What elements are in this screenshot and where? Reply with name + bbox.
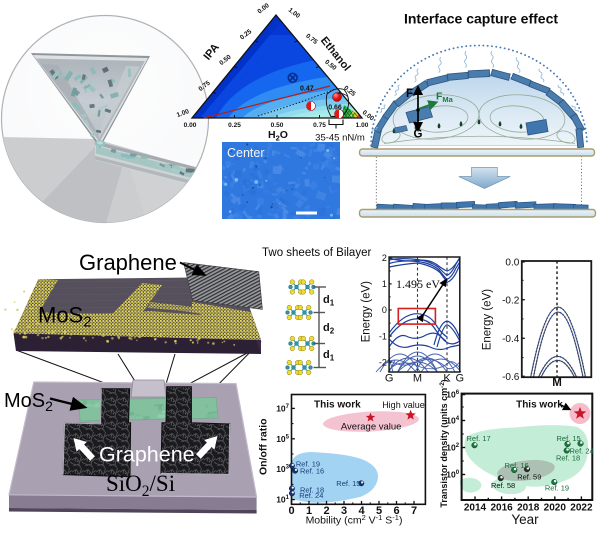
svg-text:Graphene: Graphene [79,250,177,275]
svg-text:Ref. 16: Ref. 16 [300,467,324,476]
svg-text:2022: 2022 [570,503,593,514]
svg-text:6: 6 [393,505,399,517]
svg-text:-0.4: -0.4 [502,334,520,345]
svg-text:2: 2 [323,505,329,517]
svg-text:1: 1 [306,505,312,517]
svg-text:2: 2 [382,253,387,263]
svg-text:0: 0 [288,505,294,517]
svg-text:G: G [414,129,423,141]
svg-text:1: 1 [382,279,387,289]
svg-text:0.25: 0.25 [228,122,241,129]
svg-text:Ref. 17: Ref. 17 [467,434,491,443]
svg-text:H2O: H2O [268,129,288,143]
svg-text:MoS2: MoS2 [4,390,53,414]
svg-text:1.00: 1.00 [176,108,191,119]
svg-text:Ref. 19: Ref. 19 [545,484,569,493]
svg-text:Ref. 24: Ref. 24 [299,491,323,500]
svg-text:Ref. 19: Ref. 19 [296,459,320,468]
svg-text:SiO2/Si: SiO2/Si [106,471,175,500]
svg-text:35-45 nN/m: 35-45 nN/m [315,133,365,144]
svg-text:0.50: 0.50 [271,122,284,129]
svg-text:IPA: IPA [201,41,221,62]
svg-text:Two sheets of Bilayer: Two sheets of Bilayer [262,247,371,259]
svg-text:1.00: 1.00 [356,122,369,129]
svg-text:-2: -2 [379,357,387,367]
svg-text:106: 106 [446,390,459,400]
svg-text:5: 5 [376,505,382,517]
svg-text:7: 7 [411,505,417,517]
svg-text:Ref. 58: Ref. 58 [491,481,515,490]
svg-text:0.47: 0.47 [300,86,314,93]
svg-text:0.75: 0.75 [304,33,319,47]
svg-text:0: 0 [382,305,387,315]
svg-text:2014: 2014 [464,503,487,514]
svg-text:This work: This work [314,400,361,411]
svg-text:0.00: 0.00 [184,122,197,129]
svg-text:105: 105 [276,434,289,444]
svg-text:Energy (eV): Energy (eV) [482,289,494,351]
svg-text:Ref. 59: Ref. 59 [517,473,541,482]
svg-text:104: 104 [446,416,459,426]
svg-text:-0.2: -0.2 [502,295,520,306]
svg-text:107: 107 [276,403,289,413]
svg-text:K: K [443,373,451,385]
svg-text:-0.6: -0.6 [502,372,520,383]
svg-text:High value: High value [382,400,425,410]
svg-text:0.00: 0.00 [361,109,376,123]
svg-text:Year: Year [511,512,539,527]
svg-text:Center: Center [227,146,265,160]
svg-text:d1: d1 [323,349,335,363]
svg-text:This work: This work [516,399,563,410]
svg-text:M: M [552,377,562,389]
svg-text:Ref. 18: Ref. 18 [556,454,580,463]
svg-text:3: 3 [341,505,347,517]
svg-text:Energy (eV): Energy (eV) [361,281,373,343]
svg-text:0.25: 0.25 [239,28,254,42]
svg-text:-1: -1 [379,331,387,341]
svg-text:101: 101 [276,495,289,505]
svg-text:0.0: 0.0 [505,258,519,269]
svg-text:Ref. 16: Ref. 16 [505,461,529,470]
svg-text:Transistor density (units cm-2: Transistor density (units cm-2) [439,379,449,508]
svg-text:d1: d1 [323,294,335,308]
svg-text:Ref. 15: Ref. 15 [557,434,581,443]
svg-text:Average value: Average value [341,422,402,433]
svg-text:Ref. 24: Ref. 24 [570,447,594,456]
svg-text:F: F [406,88,413,100]
svg-text:2016: 2016 [490,503,513,514]
svg-text:d2: d2 [323,322,335,336]
svg-text:Mobility (cm2 V-1 S-1): Mobility (cm2 V-1 S-1) [306,513,403,527]
svg-text:Interface capture effect: Interface capture effect [404,11,558,27]
svg-text:M: M [413,373,422,385]
svg-text:100: 100 [446,470,459,480]
svg-text:MoS2: MoS2 [38,303,92,331]
svg-text:On/off ratio: On/off ratio [258,418,270,475]
svg-text:0.50: 0.50 [218,53,233,67]
svg-text:0.66: 0.66 [328,105,342,112]
svg-text:2018: 2018 [517,503,540,514]
svg-text:Ref. 18: Ref. 18 [300,485,324,494]
svg-text:1.495 eV: 1.495 eV [396,277,440,291]
svg-text:1.00: 1.00 [287,7,302,21]
svg-text:Graphene: Graphene [99,443,195,467]
svg-text:2020: 2020 [544,503,567,514]
svg-text:0.75: 0.75 [313,122,326,129]
svg-text:103: 103 [276,464,289,474]
svg-text:4: 4 [358,505,365,517]
svg-text:0.00: 0.00 [256,2,271,16]
svg-text:102: 102 [446,443,459,453]
svg-text:G: G [456,373,465,385]
svg-text:G: G [385,373,394,385]
svg-text:Ref. 15: Ref. 15 [336,479,360,488]
